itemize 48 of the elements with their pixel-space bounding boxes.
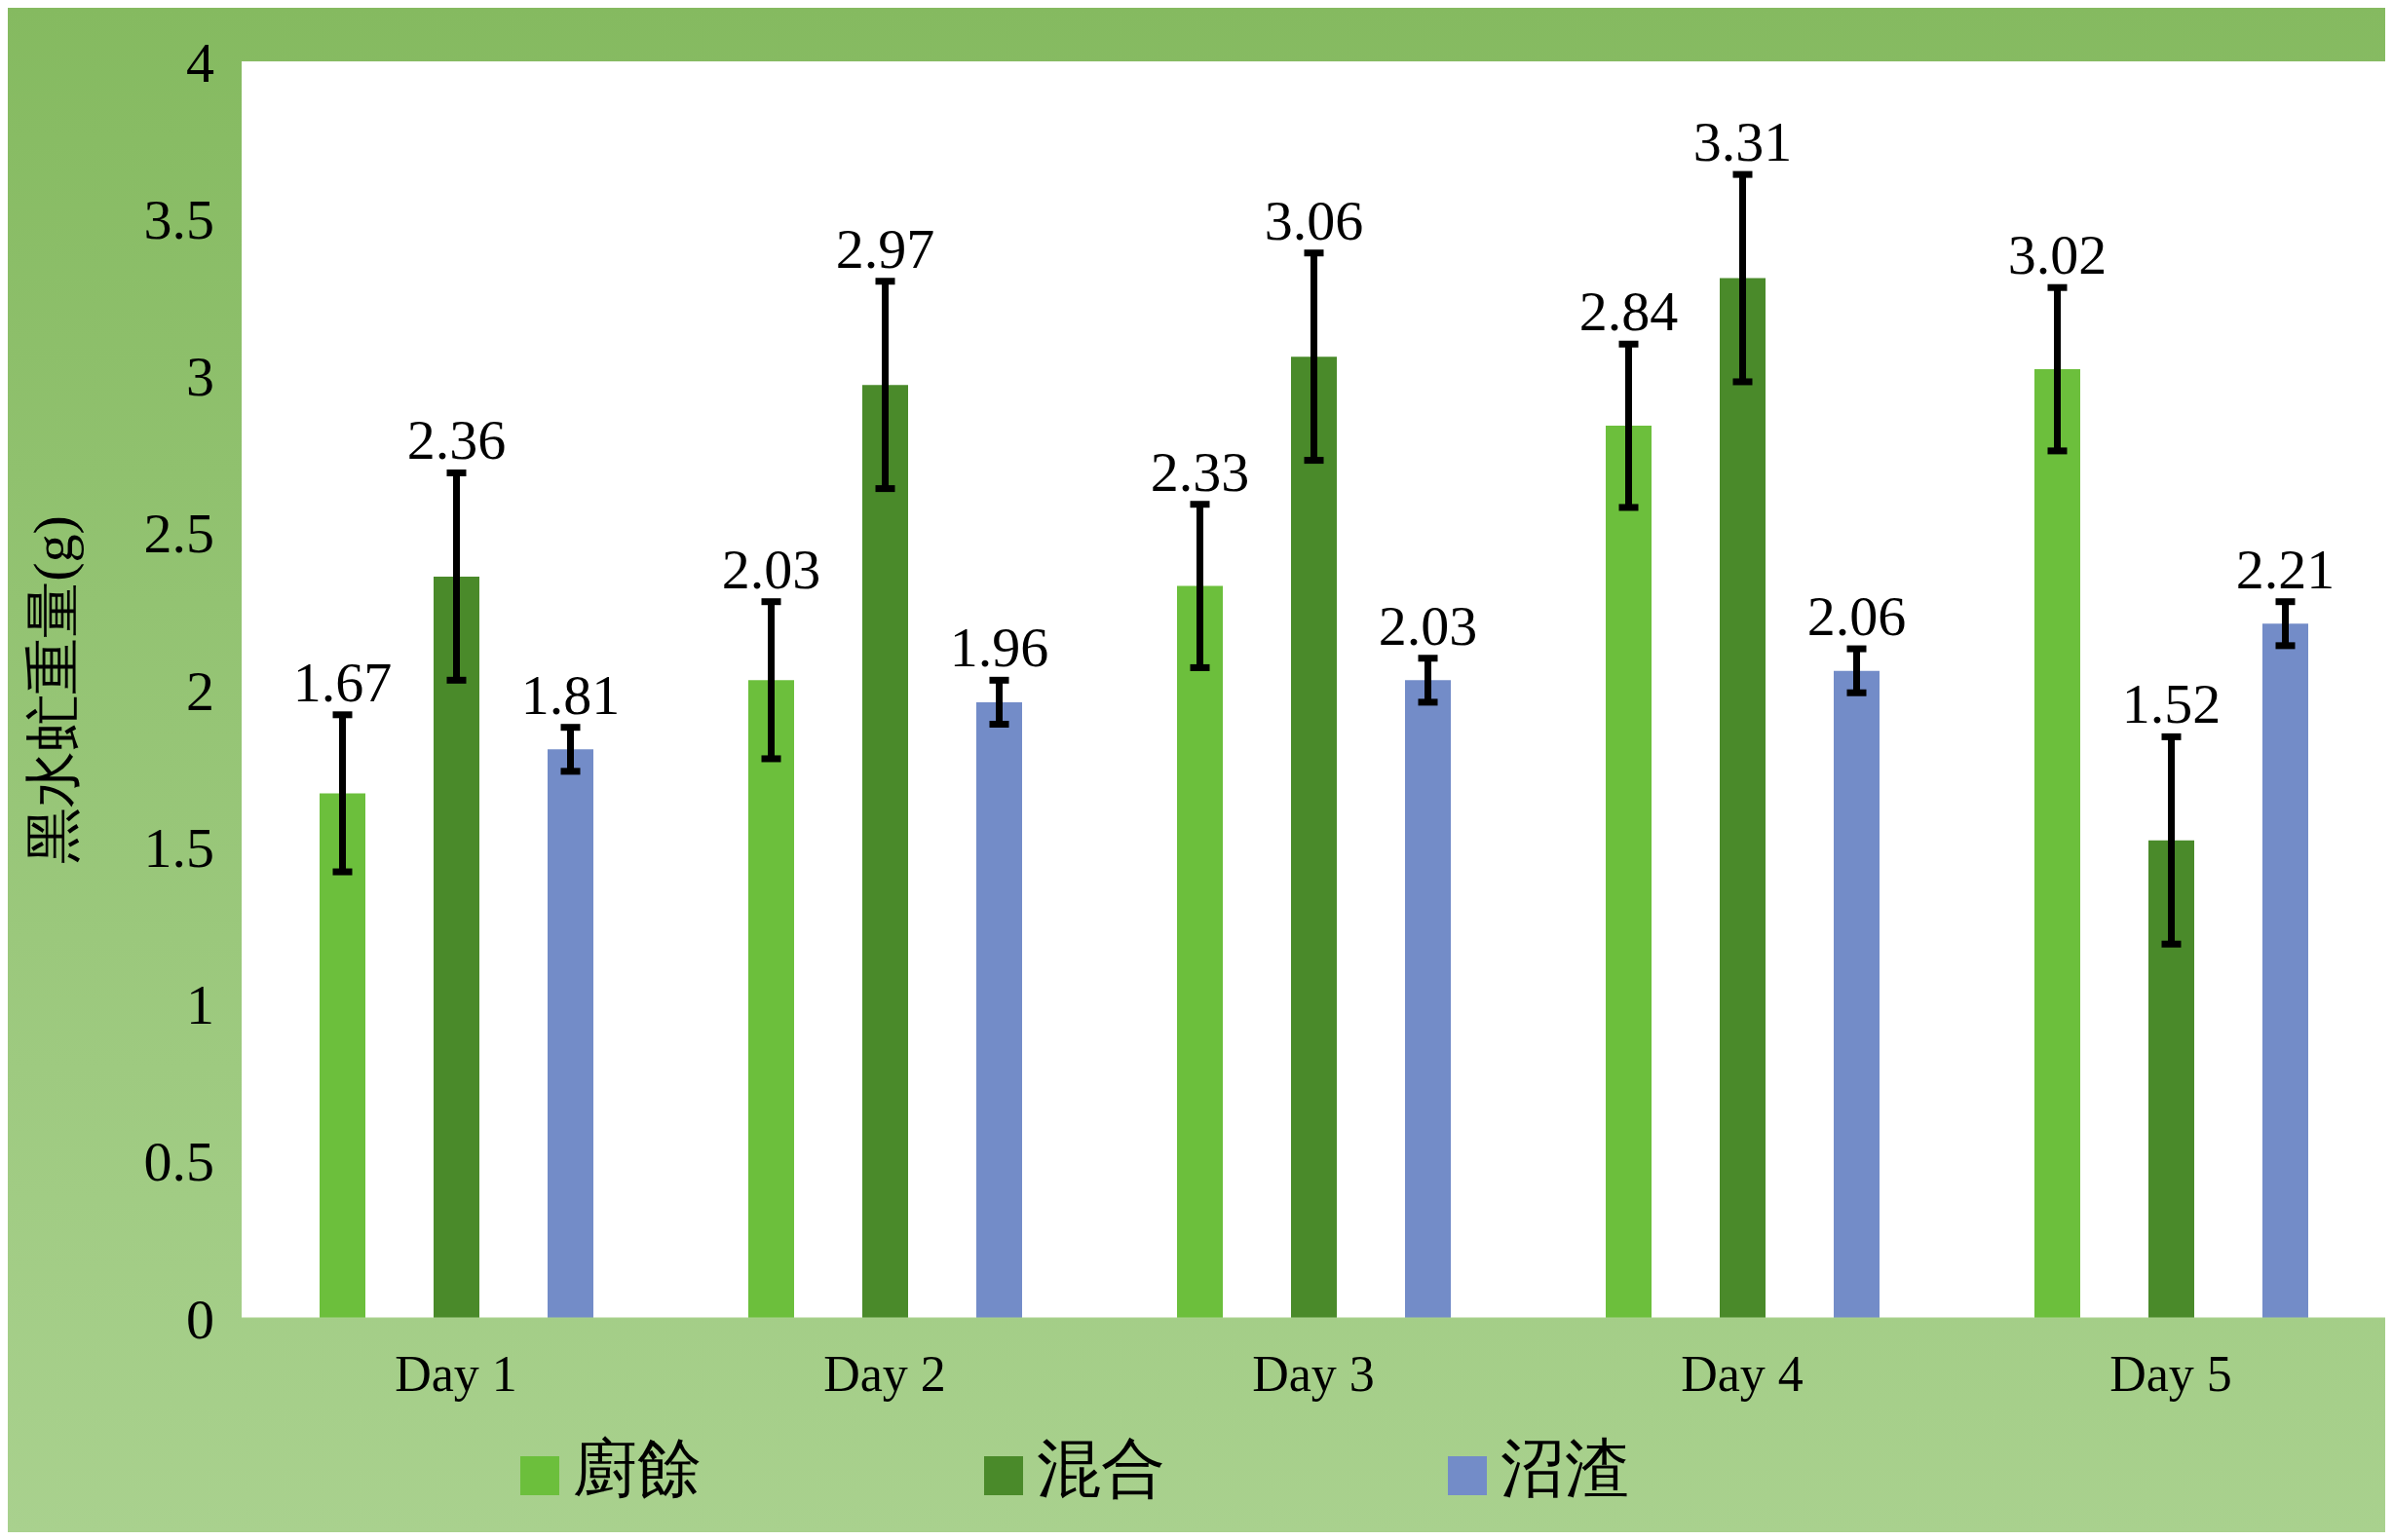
y-tick-label: 1.5 [143,815,214,880]
bar [1405,680,1451,1318]
data-label: 3.06 [1264,188,1364,252]
x-tick-label: Day 4 [1681,1345,1804,1402]
bar [976,701,1022,1318]
bar [2148,840,2194,1318]
x-tick-label: Day 3 [1252,1345,1375,1402]
data-label: 1.81 [520,662,621,727]
data-label: 3.02 [2007,223,2108,287]
bar [548,749,593,1318]
y-tick-label: 2.5 [143,502,214,566]
data-label: 2.84 [1578,280,1679,344]
x-tick-label: Day 5 [2109,1345,2232,1402]
y-axis-title: 黑水虻重量(g) [20,515,85,864]
bar [434,576,479,1318]
data-label: 2.97 [835,216,935,281]
bar [1720,278,1766,1318]
legend-label: 混合 [1037,1433,1165,1504]
legend-label: 廚餘 [573,1433,702,1504]
y-tick-label: 3.5 [143,187,214,251]
y-tick-label: 1 [186,973,214,1037]
data-label: 2.03 [1378,593,1478,657]
bar [748,680,794,1318]
data-label: 2.21 [2235,537,2336,601]
data-label: 3.31 [1692,110,1793,174]
y-tick-label: 3 [186,345,214,409]
bar [862,385,908,1318]
y-tick-label: 0 [186,1287,214,1351]
data-label: 2.06 [1806,584,1907,649]
data-label: 1.67 [292,650,393,714]
legend-label: 沼渣 [1500,1433,1629,1504]
x-tick-label: Day 2 [823,1345,946,1402]
bar [320,793,365,1318]
data-label: 1.96 [949,616,1049,680]
bar [1834,670,1880,1318]
data-label: 1.52 [2121,672,2222,736]
data-label: 2.36 [406,408,507,472]
bar [1177,585,1223,1318]
bar [1606,426,1652,1318]
bar [2034,369,2080,1318]
bar [1291,357,1337,1318]
data-label: 2.33 [1150,439,1250,504]
bar [2262,623,2308,1318]
y-tick-label: 0.5 [143,1130,214,1194]
y-tick-label: 4 [186,30,214,94]
x-tick-label: Day 1 [395,1345,517,1402]
y-tick-label: 2 [186,658,214,723]
data-label: 2.03 [721,537,821,601]
